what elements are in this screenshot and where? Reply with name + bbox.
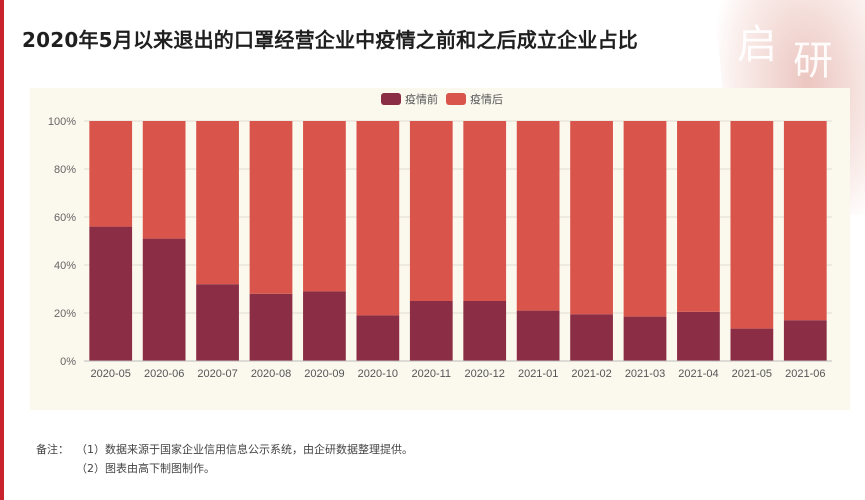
- notes: 备注： （1）数据来源于国家企业信用信息公示系统，由企研数据整理提供。 （2）图…: [36, 440, 413, 478]
- bar-before-2021-04: [677, 311, 720, 361]
- bar-after-2020-12: [463, 121, 507, 301]
- y-tick-label: 100%: [48, 116, 76, 128]
- bar-before-2021-06: [783, 320, 827, 361]
- bar-before-2021-03: [623, 316, 667, 361]
- x-tick-label: 2021-05: [732, 368, 772, 380]
- legend-swatch-after: [446, 93, 466, 105]
- bar-after-2020-11: [409, 121, 453, 301]
- chart-bars: [89, 121, 827, 361]
- seal-char-2: 研: [793, 38, 833, 84]
- notes-label: 备注：: [36, 443, 69, 456]
- chart-legend: 疫情前 疫情后: [381, 92, 503, 106]
- x-tick-label: 2020-08: [251, 368, 291, 380]
- bar-after-2021-01: [516, 121, 560, 311]
- bar-before-2020-06: [142, 238, 186, 361]
- legend-label-after: 疫情后: [470, 92, 503, 106]
- bar-after-2021-04: [677, 121, 720, 312]
- x-tick-label: 2020-12: [465, 368, 505, 380]
- bar-after-2020-06: [142, 121, 186, 239]
- bar-before-2020-09: [303, 291, 346, 361]
- y-tick-label: 60%: [54, 212, 76, 224]
- seal-char-1: 启: [737, 22, 777, 68]
- bar-after-2020-09: [303, 121, 346, 292]
- bar-before-2020-10: [356, 315, 400, 361]
- y-tick-label: 80%: [54, 164, 76, 176]
- bar-after-2020-07: [196, 121, 239, 285]
- bar-before-2020-11: [409, 301, 453, 361]
- bar-before-2020-07: [196, 284, 239, 361]
- bar-after-2020-10: [356, 121, 400, 316]
- chart-panel: 疫情前 疫情后 0% 20% 40% 60% 80% 100% 2020-05 2020-0…: [30, 88, 850, 410]
- x-tick-label: 2021-04: [678, 368, 718, 380]
- page-title: 2020年5月以来退出的口罩经营企业中疫情之前和之后成立企业占比: [22, 28, 638, 52]
- bar-before-2021-02: [570, 314, 613, 361]
- x-tick-label: 2021-01: [518, 368, 558, 380]
- bar-after-2021-05: [730, 121, 774, 329]
- left-accent-bar: [0, 0, 4, 500]
- y-tick-label: 40%: [54, 260, 76, 272]
- note-item-2: （2）图表由高下制图制作。: [76, 462, 215, 475]
- bar-after-2021-02: [570, 121, 613, 315]
- x-tick-label: 2020-10: [358, 368, 398, 380]
- y-tick-label: 0%: [60, 356, 76, 368]
- y-tick-label: 20%: [54, 308, 76, 320]
- x-tick-label: 2020-07: [197, 368, 237, 380]
- x-tick-label: 2021-02: [571, 368, 611, 380]
- x-tick-label: 2020-11: [412, 368, 452, 380]
- x-tick-label: 2020-05: [91, 368, 131, 380]
- x-tick-label: 2021-03: [625, 368, 665, 380]
- bar-after-2020-05: [89, 121, 133, 227]
- bar-after-2020-08: [249, 121, 293, 294]
- x-tick-label: 2020-09: [304, 368, 344, 380]
- x-tick-label: 2021-06: [785, 368, 825, 380]
- bar-after-2021-06: [783, 121, 827, 321]
- bar-before-2021-01: [516, 310, 560, 361]
- bar-before-2020-12: [463, 301, 507, 361]
- legend-label-before: 疫情前: [405, 92, 438, 106]
- bar-after-2021-03: [623, 121, 667, 317]
- legend-swatch-before: [381, 93, 401, 105]
- bar-before-2020-05: [89, 226, 133, 361]
- x-axis: 2020-05 2020-06 2020-07 2020-08 2020-09 2020-…: [84, 360, 832, 380]
- y-axis: 0% 20% 40% 60% 80% 100%: [48, 116, 76, 368]
- note-item-1: （1）数据来源于国家企业信用信息公示系统，由企研数据整理提供。: [76, 443, 413, 456]
- x-tick-label: 2020-06: [144, 368, 184, 380]
- bar-before-2020-08: [249, 293, 293, 361]
- bar-before-2021-05: [730, 328, 774, 361]
- stacked-bar-chart: 疫情前 疫情后 0%20%40%60%80%100% 2020-05 2020-0…: [48, 92, 832, 380]
